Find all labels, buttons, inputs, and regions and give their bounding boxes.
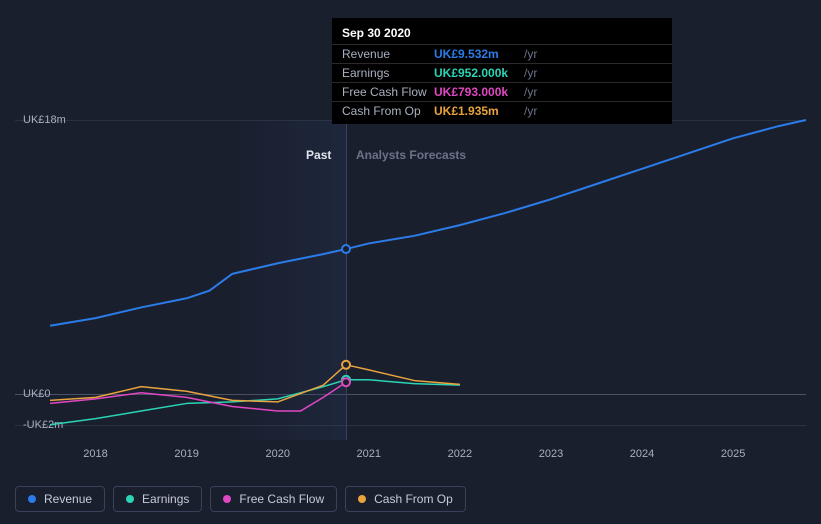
- tooltip-metric-unit: /yr: [524, 47, 537, 61]
- series-marker-cfo: [342, 361, 350, 369]
- hover-tooltip: Sep 30 2020 RevenueUK£9.532m/yrEarningsU…: [332, 18, 672, 124]
- legend-label: Free Cash Flow: [239, 492, 324, 506]
- tooltip-metric-value: UK£1.935m: [434, 104, 524, 118]
- x-axis-label: 2018: [83, 448, 107, 460]
- legend-item-revenue[interactable]: Revenue: [15, 486, 105, 512]
- tooltip-metric-label: Revenue: [342, 47, 434, 61]
- series-line-earnings: [50, 380, 460, 425]
- legend-label: Earnings: [142, 492, 189, 506]
- series-marker-fcf: [342, 378, 350, 386]
- x-axis-label: 2024: [630, 448, 654, 460]
- legend-item-earnings[interactable]: Earnings: [113, 486, 202, 512]
- x-axis-label: 2019: [174, 448, 198, 460]
- tooltip-rows: RevenueUK£9.532m/yrEarningsUK£952.000k/y…: [332, 44, 672, 120]
- legend-dot-icon: [28, 495, 36, 503]
- tooltip-metric-value: UK£9.532m: [434, 47, 524, 61]
- legend-dot-icon: [358, 495, 366, 503]
- tooltip-metric-label: Free Cash Flow: [342, 85, 434, 99]
- x-axis-label: 2021: [357, 448, 381, 460]
- tooltip-metric-value: UK£793.000k: [434, 85, 524, 99]
- series-marker-revenue: [342, 245, 350, 253]
- legend-label: Cash From Op: [374, 492, 453, 506]
- tooltip-metric-label: Earnings: [342, 66, 434, 80]
- tooltip-metric-label: Cash From Op: [342, 104, 434, 118]
- legend-label: Revenue: [44, 492, 92, 506]
- tooltip-metric-unit: /yr: [524, 85, 537, 99]
- legend: Revenue Earnings Free Cash Flow Cash From O…: [15, 486, 466, 512]
- tooltip-row: Cash From OpUK£1.935m/yr: [332, 101, 672, 120]
- chart-plot-area: UK£18mUK£0-UK£2m201820192020202120222023…: [15, 120, 806, 460]
- tooltip-date: Sep 30 2020: [332, 26, 672, 44]
- x-axis-label: 2020: [265, 448, 289, 460]
- tooltip-row: RevenueUK£9.532m/yr: [332, 44, 672, 63]
- chart-lines: [15, 120, 806, 440]
- x-axis-label: 2023: [539, 448, 563, 460]
- x-axis-label: 2025: [721, 448, 745, 460]
- legend-dot-icon: [223, 495, 231, 503]
- tooltip-metric-value: UK£952.000k: [434, 66, 524, 80]
- tooltip-metric-unit: /yr: [524, 104, 537, 118]
- tooltip-row: EarningsUK£952.000k/yr: [332, 63, 672, 82]
- series-line-revenue: [50, 120, 806, 326]
- x-axis-label: 2022: [448, 448, 472, 460]
- legend-item-cfo[interactable]: Cash From Op: [345, 486, 466, 512]
- tooltip-row: Free Cash FlowUK£793.000k/yr: [332, 82, 672, 101]
- series-line-fcf: [50, 382, 346, 411]
- legend-item-fcf[interactable]: Free Cash Flow: [210, 486, 337, 512]
- legend-dot-icon: [126, 495, 134, 503]
- tooltip-metric-unit: /yr: [524, 66, 537, 80]
